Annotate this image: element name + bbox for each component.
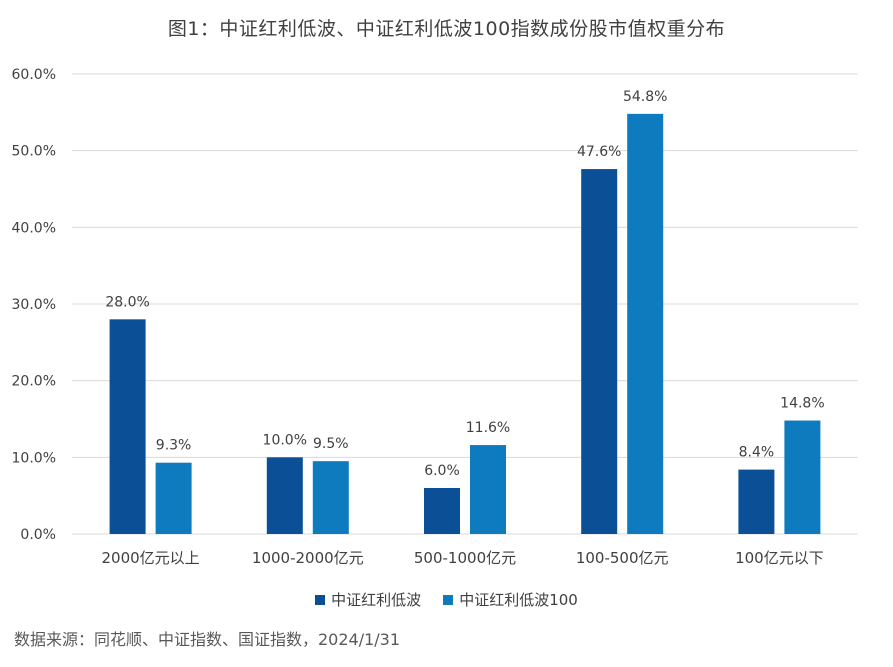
- y-tick-label: 10.0%: [12, 450, 56, 466]
- bar-series-1: [581, 169, 618, 535]
- y-tick-label: 60.0%: [12, 67, 56, 83]
- x-tick-label: 100亿元以下: [735, 549, 824, 567]
- data-label: 11.6%: [466, 420, 510, 436]
- x-tick-label: 500-1000亿元: [414, 549, 516, 567]
- bar-series-2: [312, 461, 349, 534]
- y-tick-label: 40.0%: [12, 220, 56, 236]
- bar-series-1: [266, 457, 303, 534]
- data-label: 9.3%: [156, 438, 192, 454]
- legend-item-series-1: 中证红利低波: [315, 589, 421, 610]
- gridlines: [72, 73, 858, 535]
- bars: [109, 113, 821, 535]
- chart-title: 图1：中证红利低波、中证红利低波100指数成份股市值权重分布: [167, 18, 726, 40]
- data-label: 8.4%: [739, 445, 775, 461]
- bar-series-2: [155, 462, 192, 534]
- bar-series-1: [109, 319, 146, 534]
- source-note: 数据来源：同花顺、中证指数、国证指数，2024/1/31: [14, 630, 401, 649]
- legend-swatch-series-1: [315, 594, 326, 605]
- legend-label-series-1: 中证红利低波: [331, 591, 422, 609]
- legend: 中证红利低波 中证红利低波100: [0, 589, 893, 610]
- bar-series-2: [627, 113, 664, 534]
- bar-series-2: [470, 445, 506, 534]
- data-label: 9.5%: [313, 436, 349, 452]
- x-tick-label: 1000-2000亿元: [252, 549, 364, 567]
- y-tick-label: 50.0%: [12, 144, 56, 160]
- x-axis-ticks: 2000亿元以上 1000-2000亿元 500-1000亿元 100-500亿元 10…: [102, 549, 824, 567]
- bar-series-1: [424, 488, 460, 534]
- data-label: 14.8%: [780, 396, 824, 412]
- x-tick-label: 100-500亿元: [576, 549, 669, 567]
- data-label: 28.0%: [105, 294, 149, 310]
- bar-series-1: [738, 469, 775, 534]
- legend-label-series-2: 中证红利低波100: [459, 591, 578, 609]
- y-axis-ticks: 0.0% 10.0% 20.0% 30.0% 40.0% 50.0% 60.0%: [12, 67, 56, 543]
- data-label: 10.0%: [263, 432, 307, 448]
- y-tick-label: 20.0%: [12, 374, 56, 390]
- data-label: 54.8%: [623, 89, 667, 105]
- data-label: 47.6%: [577, 144, 621, 160]
- y-tick-label: 0.0%: [20, 527, 56, 543]
- legend-swatch-series-2: [443, 594, 454, 605]
- legend-item-series-2: 中证红利低波100: [443, 589, 578, 610]
- data-label: 6.0%: [424, 463, 460, 479]
- y-tick-label: 30.0%: [12, 297, 56, 313]
- data-labels: 28.0% 9.3% 10.0% 9.5% 6.0% 11.6% 47.6% 54.8% 8.4…: [105, 89, 824, 479]
- x-tick-label: 2000亿元以上: [102, 549, 200, 567]
- bar-series-2: [784, 420, 821, 534]
